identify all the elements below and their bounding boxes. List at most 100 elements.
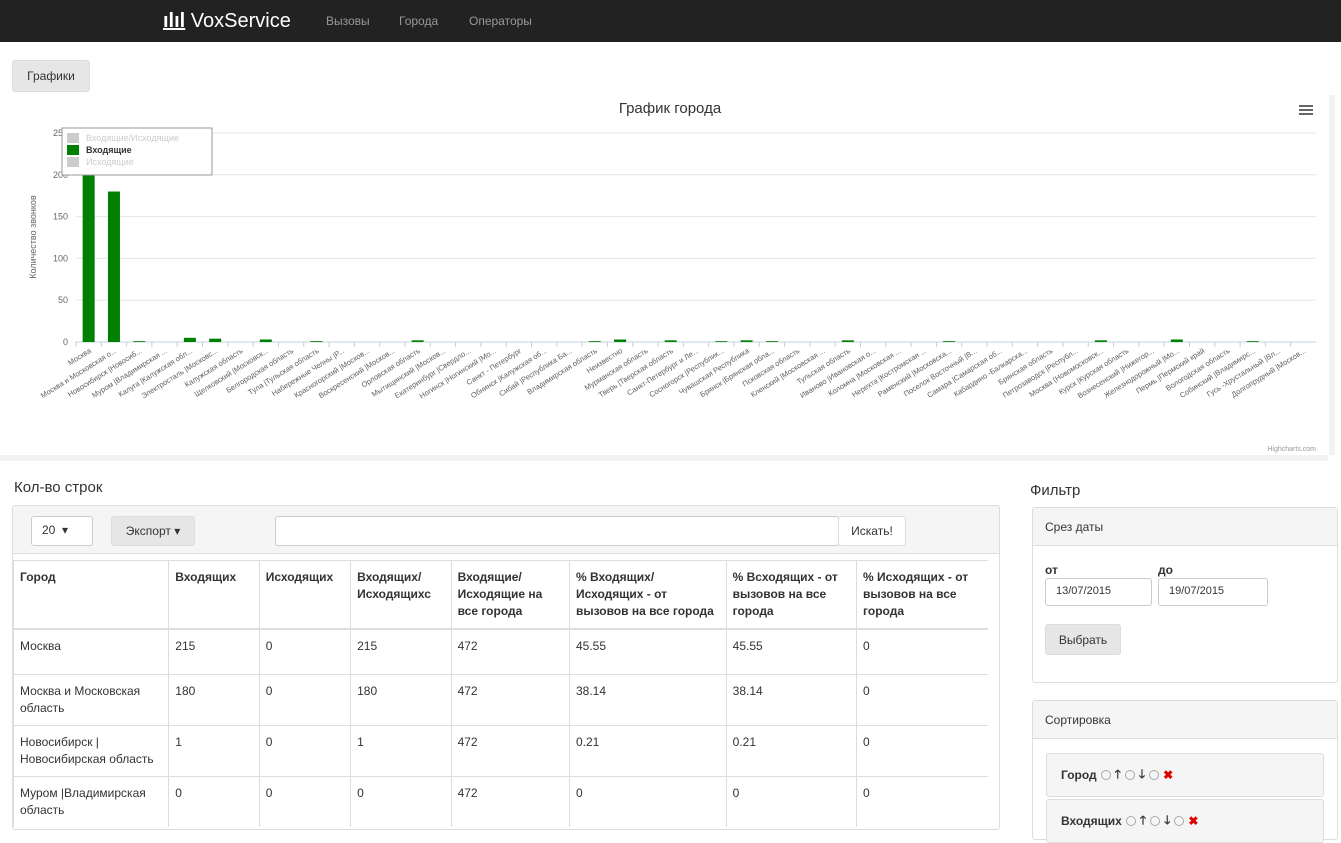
column-header: Входящие/ Исходящие на все города xyxy=(450,560,570,630)
search-input[interactable] xyxy=(275,516,839,546)
section-title: Кол-во строк xyxy=(14,479,103,496)
export-button[interactable]: Экспорт ▾ xyxy=(111,516,195,546)
table-cell: 0 xyxy=(856,674,988,726)
sort-item: Входящих 🡑 🡓 ✖ xyxy=(1046,799,1324,843)
legend-box xyxy=(61,127,213,176)
brand-text: VoxService xyxy=(190,10,291,32)
sort-item: Город 🡑 🡓 ✖ xyxy=(1046,753,1324,797)
table-cell: 0 xyxy=(350,776,452,827)
table-row: Новосибирск | Новосибирская область 1 0 1 47… xyxy=(13,725,988,777)
label: до xyxy=(1158,563,1173,577)
table-cell: 0 xyxy=(168,776,260,827)
table-cell: Новосибирск | Новосибирская область xyxy=(13,725,169,777)
bar xyxy=(715,341,728,342)
legend-label[interactable]: Входящие/Исходящие xyxy=(86,133,179,143)
table-cell: 0.21 xyxy=(568,725,727,777)
radio[interactable] xyxy=(1174,816,1185,826)
bar xyxy=(740,340,753,342)
table-cell: 180 xyxy=(350,674,452,726)
radio[interactable] xyxy=(1125,816,1136,826)
y-tick-label: 200 xyxy=(53,170,68,180)
column-header: % Исходящих - от вызовов на все города xyxy=(856,560,988,630)
bar xyxy=(107,191,120,342)
bar xyxy=(614,339,627,342)
table-cell: 38.14 xyxy=(725,674,857,726)
page-size: 20 xyxy=(42,523,56,537)
search-button[interactable]: Искать! xyxy=(838,516,906,546)
bar xyxy=(1094,340,1107,342)
bar xyxy=(209,338,222,342)
sort-label: Входящих xyxy=(1061,814,1122,828)
date-from-input[interactable]: 13/07/2015 xyxy=(1045,578,1152,606)
table-cell: 45.55 xyxy=(725,628,857,675)
y-tick-label: 0 xyxy=(63,337,68,347)
bar xyxy=(664,340,677,342)
y-tick-label: 50 xyxy=(58,295,68,305)
table-cell: 0 xyxy=(725,776,857,827)
bar xyxy=(943,341,956,342)
table-cell: Москва и Московская область xyxy=(13,674,169,726)
nav-link[interactable]: Операторы xyxy=(469,14,532,28)
table-cell: 0 xyxy=(568,776,727,827)
nav-link[interactable]: Вызовы xyxy=(326,14,370,28)
table-cell: 0.21 xyxy=(725,725,857,777)
legend-swatch xyxy=(67,157,79,167)
credits[interactable]: Highcharts.com xyxy=(1267,446,1316,453)
legend: Входящие/Исходящие Входящие Исходящие xyxy=(61,127,213,176)
legend-label[interactable]: Исходящие xyxy=(86,157,134,167)
table-cell: 38.14 xyxy=(568,674,727,726)
radio[interactable] xyxy=(1100,770,1111,780)
table-cell: 215 xyxy=(168,628,260,675)
table-cell: 45.55 xyxy=(568,628,727,675)
column-header: % Всходящих - от вызовов на все города xyxy=(725,560,857,630)
y-tick-label: 100 xyxy=(53,253,68,263)
bar xyxy=(310,341,323,342)
select-button[interactable]: Выбрать xyxy=(1045,624,1121,655)
bar xyxy=(1170,339,1183,342)
table-cell: 1 xyxy=(168,725,260,777)
column-header: % Входящих/Исходящих - от вызовов на все… xyxy=(568,560,727,630)
column-header: Город xyxy=(13,560,169,630)
panel-heading: Сортировка xyxy=(1033,701,1337,739)
navbar: ılıl VoxService Вызовы Города Операторы xyxy=(0,0,1341,42)
sort-panel: Сортировка Город 🡑 🡓 ✖ Входящих 🡑 🡓 ✖ xyxy=(1032,700,1338,843)
y-tick-label: 250 xyxy=(53,128,68,138)
table-row: Москва и Московская область 180 0 180 472 38.… xyxy=(13,674,988,726)
scrollbar[interactable] xyxy=(1329,95,1335,455)
remove-icon[interactable]: ✖ xyxy=(1188,814,1199,828)
scrollbar[interactable] xyxy=(0,455,1328,461)
radio[interactable] xyxy=(1149,770,1160,780)
column-header: Входящих/ Исходящихс xyxy=(350,560,452,630)
legend-label[interactable]: Входящие xyxy=(86,145,132,155)
export-label: Экспорт xyxy=(125,524,171,538)
brand[interactable]: ılıl VoxService xyxy=(163,10,291,32)
nav-link[interactable]: Города xyxy=(399,14,439,28)
date-to-input[interactable]: 19/07/2015 xyxy=(1158,578,1268,606)
table-row: Муром |Владимирская область 0 0 0 472 0 0 0 xyxy=(13,776,988,827)
date-panel: Срез даты от до 13/07/2015 19/07/2015 Вы… xyxy=(1032,507,1338,683)
table-cell: 0 xyxy=(856,725,988,777)
remove-icon[interactable]: ✖ xyxy=(1163,768,1174,782)
table-cell: Москва xyxy=(13,628,169,675)
table-panel: 20 ▾ Экспорт ▾ Искать! Город Входящих Исхо… xyxy=(12,505,1000,830)
y-tick-label: 150 xyxy=(53,212,68,222)
radio[interactable] xyxy=(1124,770,1135,780)
label: от xyxy=(1045,563,1058,577)
table-cell: 0 xyxy=(856,776,988,827)
header-row: Город Входящих Исходящих Входящих/ Исходящи… xyxy=(13,560,988,630)
legend-swatch xyxy=(67,133,79,143)
bar xyxy=(82,162,95,342)
filter-title: Фильтр xyxy=(1030,482,1081,499)
menu-icon[interactable] xyxy=(1299,105,1313,115)
bar xyxy=(765,341,778,342)
bar xyxy=(588,341,601,342)
sort-label: Город xyxy=(1061,768,1097,782)
table-cell: 0 xyxy=(856,628,988,675)
bar xyxy=(259,339,272,342)
page-size-select[interactable]: 20 ▾ xyxy=(31,516,93,546)
table-cell: 0 xyxy=(258,674,351,726)
radio[interactable] xyxy=(1150,816,1161,826)
column-header: Исходящих xyxy=(258,560,351,630)
charts-button[interactable]: Графики xyxy=(12,60,90,92)
